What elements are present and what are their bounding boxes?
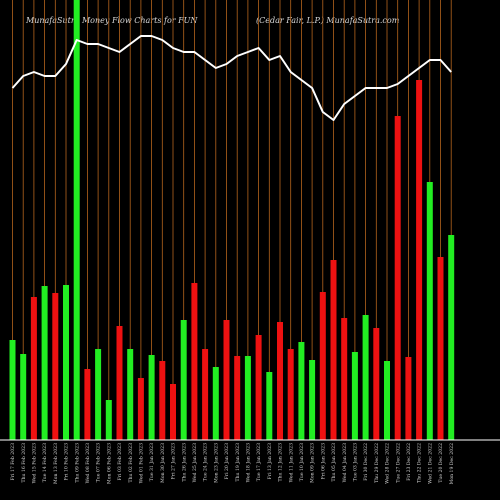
- x-tick-label: Fri 13 Jan 2023: [267, 443, 273, 479]
- money-flow-bar: [277, 322, 283, 440]
- x-tick-label: Fri 06 Jan 2023: [320, 443, 326, 479]
- money-flow-bar: [384, 361, 390, 440]
- money-flow-bar: [341, 318, 348, 440]
- x-tick-label: Fri 10 Feb 2023: [64, 443, 70, 480]
- money-flow-bar: [448, 235, 455, 440]
- money-flow-bar: [137, 378, 144, 440]
- money-flow-bar: [244, 356, 251, 440]
- x-tick-label: Fri 20 Jan 2023: [224, 443, 230, 479]
- money-flow-bar: [105, 400, 112, 440]
- x-tick-label: Fri 27 Jan 2023: [171, 443, 177, 479]
- x-tick-label: Tue 07 Feb 2023: [96, 443, 102, 482]
- x-tick-label: Mon 13 Feb 2023: [53, 443, 59, 484]
- x-tick-label: Tue 14 Feb 2023: [42, 443, 48, 482]
- chart-subtitle: (Cedar Fair, L.P.) MunafaSutra.com: [256, 16, 400, 25]
- money-flow-bar: [394, 116, 401, 440]
- x-tick-label: Fri 03 Feb 2023: [117, 443, 123, 480]
- x-tick-label: Wed 04 Jan 2023: [342, 443, 348, 483]
- x-tick-label: Tue 10 Jan 2023: [299, 443, 305, 481]
- money-flow-bar: [9, 340, 16, 440]
- money-flow-bar: [127, 349, 134, 440]
- x-tick-label: Thu 09 Feb 2023: [74, 443, 80, 483]
- x-tick-label: Mon 06 Feb 2023: [106, 443, 112, 484]
- x-tick-label: Wed 11 Jan 2023: [288, 443, 294, 483]
- x-tick-label: Thu 29 Dec 2022: [374, 443, 380, 483]
- x-tick-label: Tue 03 Jan 2023: [353, 443, 359, 481]
- price-line: [11, 35, 452, 121]
- x-tick-label: Wed 15 Feb 2023: [32, 443, 38, 484]
- money-flow-bar: [437, 257, 444, 440]
- money-flow-bar: [309, 360, 316, 440]
- x-tick-label: Tue 31 Jan 2023: [149, 443, 155, 481]
- money-flow-bar: [20, 354, 27, 440]
- x-tick-label: Tue 24 Jan 2023: [203, 443, 209, 481]
- money-flow-bar: [63, 285, 69, 440]
- x-tick-label: Wed 18 Jan 2023: [246, 443, 252, 483]
- x-tick-label: Mon 30 Jan 2023: [160, 443, 166, 483]
- money-flow-bar: [405, 357, 412, 440]
- money-flow-bar: [426, 182, 433, 440]
- money-flow-bar: [330, 260, 337, 440]
- money-flow-bar: [266, 372, 273, 440]
- x-tick-label: Mon 09 Jan 2023: [310, 443, 316, 483]
- money-flow-bar: [41, 286, 48, 440]
- x-tick-label: Tue 27 Dec 2022: [395, 443, 401, 483]
- money-flow-bar: [95, 349, 102, 440]
- x-tick-label: Fri 23 Dec 2022: [406, 443, 412, 481]
- x-tick-label: Thu 12 Jan 2023: [278, 443, 284, 482]
- x-tick-label: Thu 26 Jan 2023: [181, 443, 187, 482]
- x-tick-label: Mon 23 Jan 2023: [213, 443, 219, 483]
- x-tick-label: Mon 19 Dec 2022: [449, 443, 455, 484]
- money-flow-bar: [351, 352, 358, 440]
- x-tick-label: Fri 30 Dec 2022: [363, 443, 369, 481]
- money-flow-bar: [180, 320, 187, 440]
- x-tick-label: Thu 16 Feb 2023: [21, 443, 27, 483]
- money-flow-bar: [212, 367, 219, 440]
- money-flow-bar: [170, 384, 176, 440]
- money-flow-bar: [298, 342, 305, 440]
- chart-title: MunafaSutra Money Flow Charts for FUN: [26, 16, 198, 25]
- money-flow-bar: [373, 328, 380, 440]
- x-tick-label: Wed 21 Dec 2022: [427, 443, 433, 484]
- money-flow-bar: [30, 297, 37, 440]
- money-flow-bar: [159, 361, 166, 440]
- x-tick-label: Thu 22 Dec 2022: [417, 443, 423, 483]
- x-tick-label: Wed 08 Feb 2023: [85, 443, 91, 484]
- money-flow-bar: [362, 315, 369, 440]
- x-tick-label: Thu 19 Jan 2023: [235, 443, 241, 482]
- money-flow-bar: [148, 355, 155, 440]
- x-tick-label: Wed 28 Dec 2022: [385, 443, 391, 484]
- x-tick-label: Tue 20 Dec 2022: [438, 443, 444, 483]
- x-tick-label: Wed 25 Jan 2023: [192, 443, 198, 483]
- money-flow-bar: [223, 320, 230, 440]
- x-tick-label: Thu 05 Jan 2023: [331, 443, 337, 482]
- money-flow-bar: [84, 369, 91, 440]
- money-flow-bar: [234, 356, 241, 440]
- x-tick-label: Tue 17 Jan 2023: [256, 443, 262, 481]
- money-flow-bar: [73, 0, 80, 440]
- price-line-layer: [11, 35, 452, 121]
- x-tick-label: Wed 01 Feb 2023: [139, 443, 145, 484]
- money-flow-bar: [319, 292, 326, 440]
- money-flow-bar: [116, 326, 123, 440]
- x-tick-label: Thu 02 Feb 2023: [128, 443, 134, 483]
- money-flow-bar: [416, 80, 423, 440]
- money-flow-bar: [191, 283, 198, 440]
- money-flow-bar: [255, 335, 262, 440]
- x-tick-label: Fri 17 Feb 2023: [10, 443, 16, 480]
- money-flow-bar: [202, 349, 209, 440]
- money-flow-bar: [52, 293, 59, 440]
- x-tick-labels: Fri 17 Feb 2023 Thu 16 Feb 2023 Wed 15 Feb…: [10, 443, 455, 484]
- money-flow-bars: [9, 0, 455, 440]
- money-flow-bar: [287, 349, 294, 440]
